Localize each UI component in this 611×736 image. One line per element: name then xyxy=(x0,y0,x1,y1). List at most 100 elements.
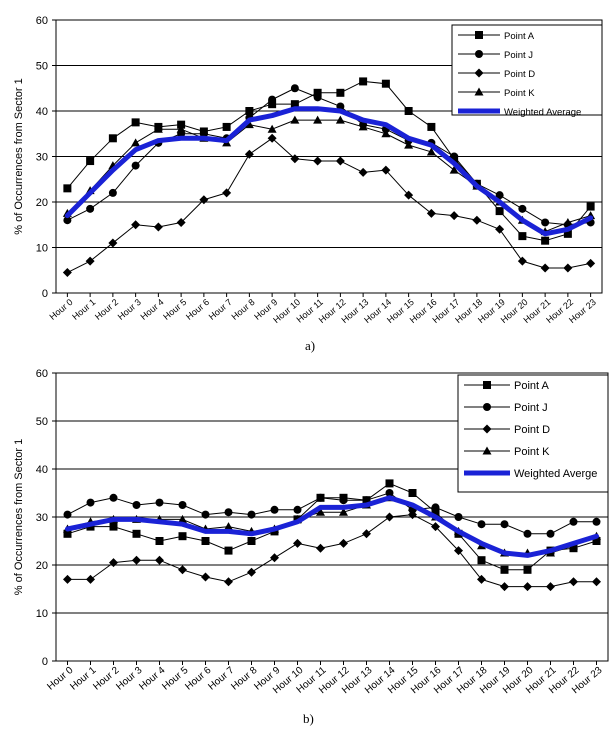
data-point xyxy=(518,204,527,213)
data-point xyxy=(63,510,72,519)
panel-label-b: b) xyxy=(303,711,314,726)
series-line xyxy=(66,137,592,274)
data-point xyxy=(267,124,277,133)
data-point xyxy=(222,122,231,131)
series-weighted-average xyxy=(64,106,594,237)
data-point xyxy=(86,574,95,584)
series-line xyxy=(67,514,597,588)
data-point xyxy=(385,512,394,522)
data-point xyxy=(224,522,233,531)
y-axis-label: % of Occurrences from Sector 1 xyxy=(13,439,25,596)
data-point xyxy=(449,211,459,221)
data-point xyxy=(541,218,550,227)
data-point xyxy=(155,537,164,545)
legend-marker xyxy=(482,446,492,455)
data-point xyxy=(454,513,463,521)
data-point xyxy=(408,489,417,497)
data-point xyxy=(359,77,368,86)
data-point xyxy=(592,537,601,545)
data-point xyxy=(131,138,141,147)
y-axis-label: % of Occurrences from Sector 1 xyxy=(13,78,25,235)
chart-a: 0 10 20 30 40 50 60 % of Occurrences from Secto… xyxy=(13,15,603,325)
data-point xyxy=(592,517,601,526)
data-point xyxy=(290,115,300,124)
series-line xyxy=(67,482,597,571)
y-tick-label: 0 xyxy=(42,656,48,668)
series-line xyxy=(67,492,597,535)
data-point xyxy=(313,93,322,102)
data-point xyxy=(86,157,95,166)
y-tick-label: 30 xyxy=(36,152,48,164)
data-point xyxy=(518,232,527,241)
y-tick-label: 50 xyxy=(36,61,48,73)
data-point xyxy=(178,514,187,523)
data-point xyxy=(201,572,210,582)
data-point xyxy=(335,156,345,166)
data-point xyxy=(381,79,390,88)
data-point xyxy=(155,498,164,507)
data-point xyxy=(177,120,186,129)
x-tick-label: Hour 0 xyxy=(48,297,75,322)
data-point xyxy=(131,220,141,230)
data-point xyxy=(178,501,187,509)
data-point xyxy=(153,222,163,232)
data-point xyxy=(592,577,601,587)
data-point xyxy=(517,256,527,266)
chart-panel-a: 0 10 20 30 40 50 60 % of Occurrences from Secto… xyxy=(0,0,611,360)
data-point xyxy=(339,538,348,548)
y-tick-label: 40 xyxy=(36,106,48,118)
data-point xyxy=(454,546,463,556)
data-point xyxy=(63,216,72,225)
data-point xyxy=(523,529,532,538)
data-point xyxy=(293,538,302,548)
data-point xyxy=(569,517,578,526)
data-point xyxy=(63,529,72,538)
x-tick-label: Hour 3 xyxy=(116,297,143,322)
chart-b: 0 10 20 30 40 50 60 % of Occurrences from Secto… xyxy=(13,368,609,696)
data-point xyxy=(290,84,299,93)
data-point xyxy=(108,188,117,197)
legend-box xyxy=(451,24,603,116)
data-point xyxy=(131,118,140,127)
series-point-a xyxy=(63,77,595,245)
data-point xyxy=(86,498,95,507)
x-tick-label: Hour 1 xyxy=(70,297,97,322)
x-tick-label: Hour 8 xyxy=(230,297,257,322)
data-point xyxy=(381,129,391,138)
legend-marker xyxy=(482,424,492,434)
y-tick-label: 50 xyxy=(36,416,48,428)
data-point xyxy=(132,555,141,565)
y-tick-label: 40 xyxy=(36,464,48,476)
series-line xyxy=(64,106,594,237)
legend-marker xyxy=(474,87,484,96)
data-point xyxy=(495,224,505,234)
data-point xyxy=(108,238,118,248)
y-tick-label: 20 xyxy=(36,560,48,572)
legend-marker xyxy=(474,68,484,78)
data-point xyxy=(245,107,254,115)
legend-label: Weighted Average xyxy=(504,107,581,118)
data-point xyxy=(108,134,117,143)
data-point xyxy=(63,184,72,193)
data-point xyxy=(404,107,413,115)
data-point xyxy=(541,236,550,245)
data-point xyxy=(431,508,440,517)
data-point xyxy=(586,258,596,268)
data-point xyxy=(569,577,578,587)
legend-marker xyxy=(475,31,483,39)
data-point xyxy=(86,204,95,213)
legend-label: Point A xyxy=(504,31,535,42)
data-point xyxy=(178,565,187,575)
data-point xyxy=(132,501,141,509)
series-point-a xyxy=(63,479,601,574)
data-point xyxy=(268,100,277,109)
data-point xyxy=(176,217,186,227)
data-point xyxy=(290,100,299,109)
legend-label: Point D xyxy=(514,424,550,436)
x-tick-label: Hour 7 xyxy=(207,297,234,322)
data-point xyxy=(477,556,486,565)
x-tick-label: Hour 5 xyxy=(161,297,188,322)
data-point xyxy=(316,493,325,502)
y-tick-label: 10 xyxy=(36,243,48,255)
data-point xyxy=(477,574,486,584)
